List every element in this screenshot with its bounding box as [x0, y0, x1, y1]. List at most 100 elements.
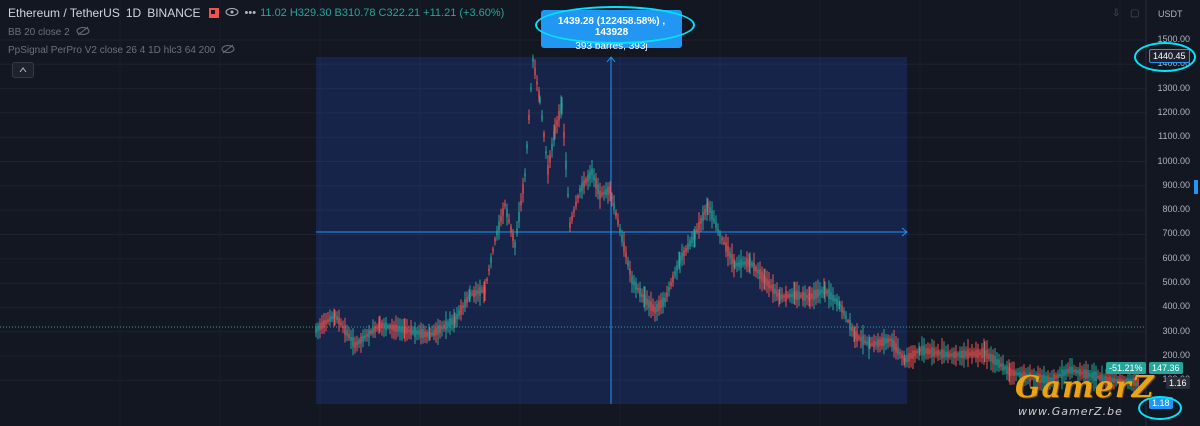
candle-body [545, 151, 547, 154]
candle-body [370, 330, 372, 334]
candle-body [589, 171, 591, 179]
candle-body [464, 299, 466, 308]
watermark-url: www.GamerZ.be [1018, 405, 1123, 418]
candle-body [500, 216, 502, 222]
candle-body [702, 212, 704, 222]
candle-body [776, 290, 778, 297]
candle-body [1011, 369, 1013, 376]
candle-body [660, 299, 662, 309]
candle-body [635, 282, 637, 290]
candle-body [666, 292, 668, 297]
candle-body [691, 237, 693, 243]
candle-body [679, 256, 681, 264]
indicator-row-2[interactable]: PpSignal PerPro V2 close 26 4 1D hlc3 64… [8, 44, 235, 57]
candle-body [916, 350, 918, 354]
candle-body [706, 202, 708, 212]
fullscreen-icon[interactable]: ▢ [1130, 8, 1140, 19]
candle-body [524, 173, 526, 177]
candle-body [713, 218, 715, 222]
candle-body [781, 294, 783, 299]
candle-body [727, 246, 729, 256]
candle-body [862, 335, 864, 346]
candle-body [1131, 378, 1133, 385]
candle-body [1073, 369, 1075, 373]
candle-body [502, 208, 504, 216]
candle-body [961, 350, 963, 358]
candle-body [577, 195, 579, 199]
candle-body [959, 350, 961, 358]
candle-body [553, 130, 555, 141]
candle-body [740, 259, 742, 269]
candle-body [828, 289, 830, 299]
candle-body [834, 298, 836, 302]
candle-body [696, 228, 698, 232]
indicator-row-1[interactable]: BB 20 close 2 [8, 26, 90, 39]
candle-body [385, 322, 387, 331]
flag-icon[interactable] [208, 8, 219, 18]
download-icon[interactable]: ⇩ [1112, 8, 1121, 19]
candle-body [921, 345, 923, 355]
candle-body [899, 352, 901, 355]
candle-body [1041, 375, 1043, 383]
candle-body [488, 268, 490, 272]
candle-body [664, 297, 666, 303]
more-options-icon[interactable]: ••• [244, 7, 257, 19]
candle-body [764, 276, 766, 284]
candle-body [992, 354, 994, 364]
candle-body [420, 328, 422, 338]
candle-body [766, 278, 768, 286]
currency-label[interactable]: USDT [1158, 9, 1183, 19]
candle-body [412, 329, 414, 334]
candle-body [689, 240, 691, 247]
candle-body [454, 316, 456, 324]
candle-body [1065, 368, 1067, 376]
candle-body [433, 329, 435, 336]
candle-body [468, 294, 470, 299]
candle-body [477, 290, 479, 295]
candle-body [733, 258, 735, 268]
eye-icon[interactable] [225, 7, 239, 20]
collapse-legend-button[interactable] [12, 62, 34, 78]
candle-body [910, 353, 912, 359]
candle-body [687, 243, 689, 250]
candle-body [404, 326, 406, 334]
candle-body [534, 67, 536, 75]
scroll-marker[interactable] [1194, 180, 1198, 194]
symbol-name[interactable]: Ethereum / TetherUS [8, 6, 120, 20]
candle-body [1083, 369, 1085, 378]
candle-body [939, 351, 941, 355]
eye-off-icon[interactable] [76, 26, 90, 39]
candle-body [971, 350, 973, 358]
candle-body [1129, 379, 1131, 384]
candle-body [591, 168, 593, 176]
candle-body [581, 182, 583, 192]
candle-body [520, 200, 522, 206]
interval-label[interactable]: 1D [125, 6, 142, 20]
ohlc-values: 11.02 H329.30 B310.78 C322.21 +11.21 (+3… [260, 7, 505, 19]
candle-body [344, 325, 346, 335]
candle-body [759, 269, 761, 279]
candle-body [757, 269, 759, 274]
candle-body [845, 315, 847, 319]
price-tick-label: 300.00 [1162, 325, 1190, 336]
eye-off-icon[interactable] [221, 44, 235, 57]
price-tick-label: 800.00 [1162, 204, 1190, 215]
candle-body [670, 282, 672, 286]
candle-body [538, 90, 540, 98]
candle-body [617, 219, 619, 225]
candle-body [951, 353, 953, 357]
candle-body [908, 353, 910, 362]
candle-body [613, 202, 615, 210]
candle-body [325, 320, 327, 324]
candle-body [473, 290, 475, 298]
candle-body [352, 337, 354, 347]
annotation-ellipse-axis [1134, 42, 1196, 72]
candle-body [841, 305, 843, 313]
candle-body [895, 343, 897, 353]
candle-body [957, 353, 959, 356]
candle-body [889, 338, 891, 342]
price-tick-label: 900.00 [1162, 179, 1190, 190]
candle-body [406, 327, 408, 334]
candle-body [336, 316, 338, 320]
